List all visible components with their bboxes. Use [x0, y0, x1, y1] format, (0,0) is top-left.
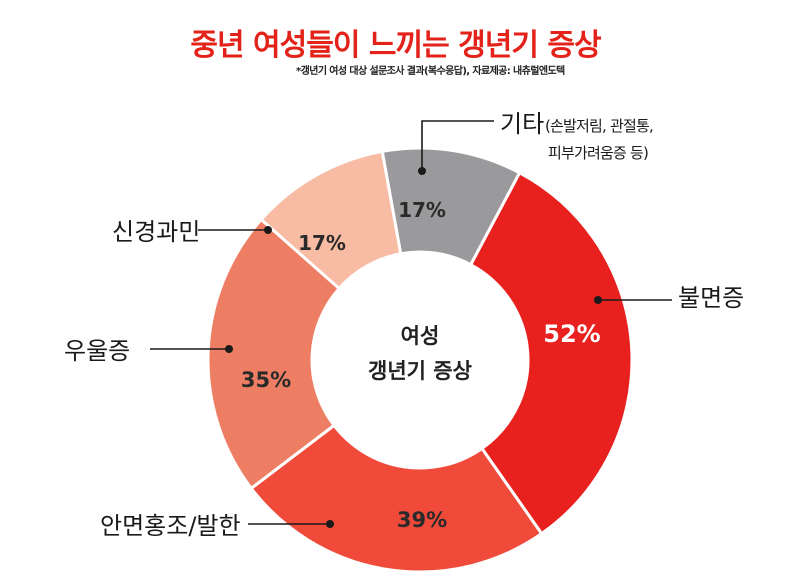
slice-label-other: 기타	[500, 110, 544, 138]
center-label-line-1: 여성	[401, 324, 440, 348]
slice-value-depression: 35%	[241, 368, 291, 392]
chart-title: 중년 여성들이 느끼는 갱년기 증상	[190, 28, 601, 63]
leader-dot-nervousness	[264, 226, 272, 234]
slice-label-depression: 우울증	[64, 337, 130, 365]
chart-subtitle: *갱년기 여성 대상 설문조사 결과(복수응답), 자료제공: 내츄럴엔도텍	[296, 66, 565, 77]
donut-slice-other	[380, 146, 522, 267]
donut-slice-insomnia	[469, 171, 634, 536]
center-label-line-2: 갱년기 증상	[368, 359, 472, 383]
leader-line-other	[421, 120, 494, 171]
leader-dot-hot-flush	[326, 520, 334, 528]
slice-label-other-note-1: (손발저림, 관절통,	[545, 117, 653, 135]
slice-value-hot-flush: 39%	[397, 508, 447, 532]
leader-dot-depression	[225, 345, 233, 353]
leader-dot-insomnia	[594, 296, 602, 304]
slice-label-insomnia: 불면증	[678, 284, 744, 312]
donut-slice-depression	[206, 218, 341, 490]
slice-label-hot-flush: 안면홍조/발한	[100, 512, 241, 540]
leader-dot-other	[418, 167, 426, 175]
slice-value-nervousness: 17%	[298, 231, 346, 255]
slice-value-other: 17%	[398, 198, 446, 222]
slice-value-insomnia: 52%	[543, 320, 600, 348]
slice-label-other-note-2: 피부가려움증 등)	[548, 144, 648, 162]
slice-label-nervousness: 신경과민	[112, 218, 200, 246]
donut-slice-hot-flush	[249, 423, 544, 574]
